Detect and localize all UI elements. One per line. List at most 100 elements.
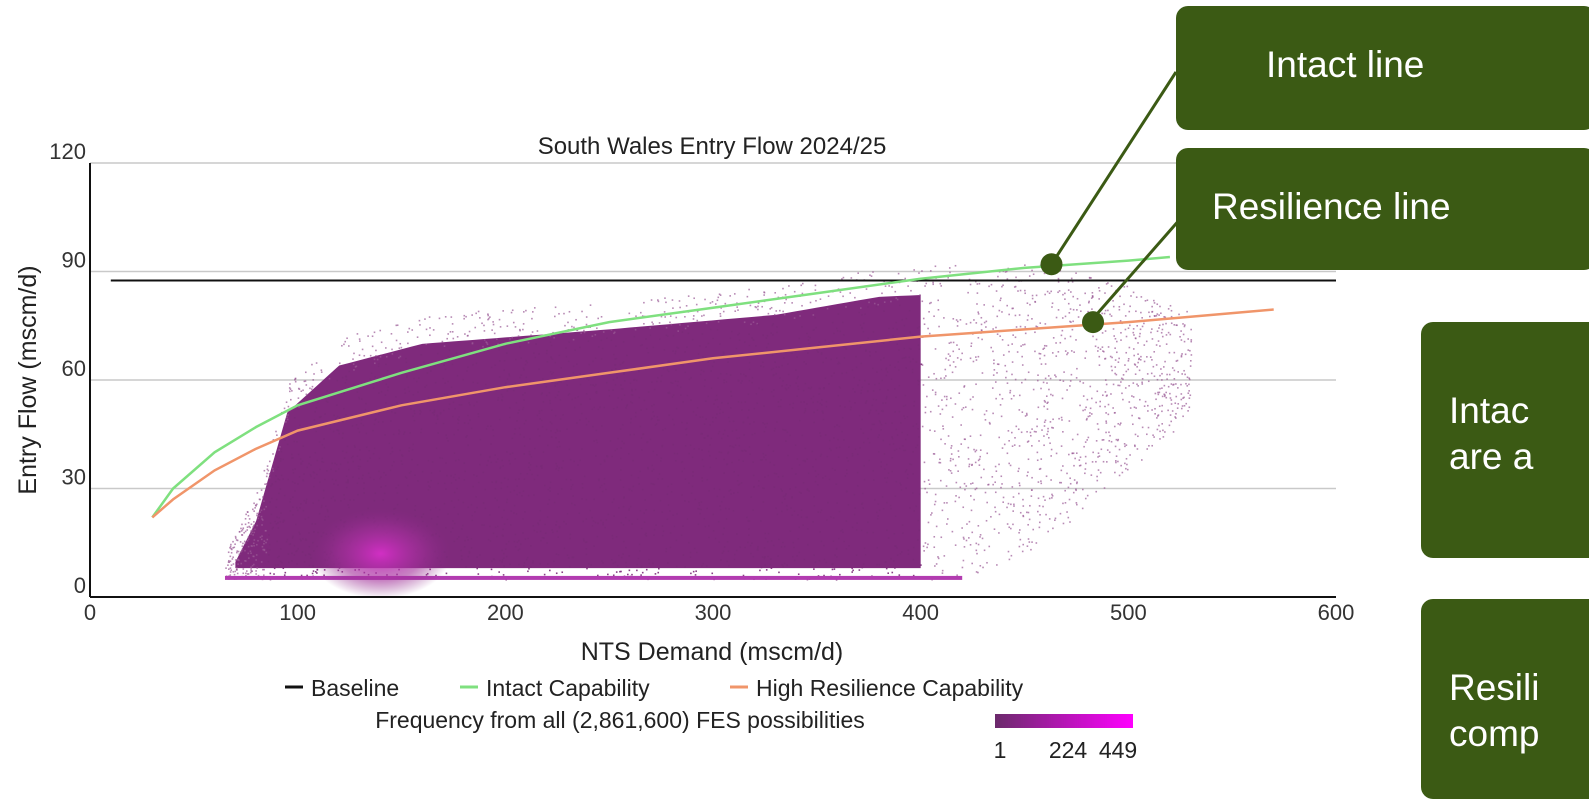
- density-point: [924, 487, 926, 490]
- density-point: [302, 509, 305, 512]
- density-point: [616, 376, 618, 379]
- density-point: [244, 549, 246, 552]
- density-point: [1067, 352, 1069, 354]
- callout-intact-line-text: Intact line: [1266, 44, 1425, 85]
- density-point: [686, 422, 688, 425]
- density-point: [463, 546, 466, 548]
- density-point: [489, 455, 491, 458]
- density-point: [1014, 314, 1017, 317]
- density-point: [537, 523, 540, 526]
- density-point: [573, 326, 575, 329]
- density-point: [1009, 389, 1012, 392]
- density-point: [748, 361, 751, 364]
- density-point: [950, 472, 953, 474]
- density-point: [1066, 389, 1068, 391]
- density-point: [881, 292, 883, 295]
- density-point: [259, 536, 262, 539]
- density-point: [356, 333, 359, 335]
- density-point: [530, 456, 533, 458]
- density-point: [821, 398, 823, 401]
- density-point: [749, 453, 751, 455]
- density-point: [419, 413, 421, 415]
- density-point: [306, 466, 308, 469]
- density-point: [951, 416, 954, 418]
- density-point: [845, 306, 847, 308]
- density-point: [1124, 445, 1126, 448]
- density-point: [500, 481, 503, 484]
- density-point: [670, 483, 673, 485]
- density-point: [781, 564, 784, 566]
- density-point: [600, 358, 603, 360]
- density-point: [969, 398, 972, 401]
- density-point: [335, 404, 338, 406]
- density-point: [682, 554, 685, 556]
- density-point: [570, 479, 572, 481]
- density-point: [896, 343, 898, 345]
- density-point: [1060, 334, 1063, 337]
- density-point: [1132, 423, 1134, 426]
- density-point: [770, 391, 773, 393]
- density-point: [1012, 334, 1014, 336]
- density-point: [713, 403, 715, 405]
- density-point: [1060, 445, 1063, 447]
- density-point: [1118, 448, 1121, 451]
- density-point: [463, 479, 466, 481]
- density-point: [343, 498, 346, 500]
- density-point: [554, 385, 556, 387]
- density-point: [814, 480, 817, 483]
- density-point: [291, 480, 294, 483]
- density-point: [494, 497, 496, 500]
- density-point: [557, 554, 560, 556]
- density-point: [943, 502, 946, 504]
- density-point: [541, 425, 544, 428]
- density-point: [822, 412, 824, 414]
- density-point: [701, 480, 704, 482]
- density-point: [863, 547, 866, 550]
- density-point: [785, 493, 787, 495]
- density-point: [882, 410, 884, 413]
- density-point: [1043, 425, 1046, 427]
- density-point: [525, 558, 528, 561]
- density-point: [527, 570, 529, 573]
- density-point: [650, 482, 653, 485]
- density-point: [1001, 311, 1003, 313]
- density-point: [413, 377, 415, 380]
- density-point: [863, 464, 865, 467]
- density-point: [1040, 480, 1042, 482]
- density-point: [267, 560, 270, 563]
- density-point: [1015, 425, 1018, 428]
- density-point: [955, 495, 957, 497]
- density-point: [1131, 395, 1133, 397]
- density-point: [571, 483, 574, 486]
- density-point: [417, 391, 419, 394]
- density-point: [229, 567, 232, 569]
- density-point: [1078, 459, 1081, 461]
- density-point: [649, 327, 652, 329]
- density-point: [1090, 277, 1092, 279]
- density-point: [1176, 407, 1179, 409]
- density-point: [1169, 304, 1172, 307]
- density-point: [291, 560, 293, 562]
- density-point: [1117, 384, 1119, 387]
- density-point: [725, 373, 728, 375]
- density-point: [872, 479, 875, 481]
- density-point: [894, 545, 896, 547]
- density-point: [1040, 363, 1043, 365]
- density-point: [858, 569, 861, 571]
- density-point: [1012, 307, 1014, 310]
- density-point: [628, 507, 631, 510]
- density-point: [583, 329, 585, 332]
- density-point: [469, 419, 471, 422]
- density-point: [701, 449, 703, 451]
- density-point: [547, 503, 549, 505]
- density-point: [868, 411, 871, 414]
- density-point: [748, 528, 750, 530]
- density-point: [1128, 384, 1130, 387]
- density-point: [868, 383, 870, 385]
- density-point: [490, 366, 493, 369]
- density-point: [996, 372, 998, 374]
- density-point: [652, 483, 654, 485]
- density-point: [614, 383, 617, 386]
- density-point: [876, 563, 878, 566]
- density-point: [806, 489, 809, 491]
